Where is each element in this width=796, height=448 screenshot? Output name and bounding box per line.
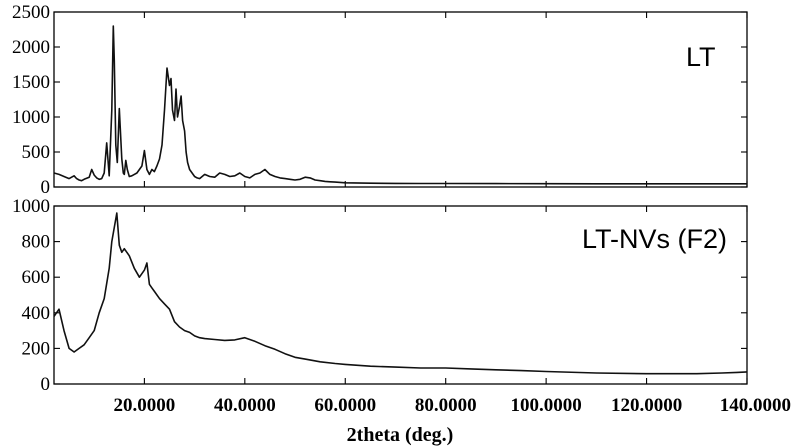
- series-lt-line: [53, 25, 747, 185]
- y-tick-label: 1000: [12, 196, 50, 217]
- panel-lt: 0 500 1000 1500 2000 2500 LT: [12, 2, 748, 198]
- y-tick-label: 500: [22, 142, 51, 163]
- y-tick-label: 400: [22, 303, 51, 324]
- x-tick-label: 140.0000: [720, 395, 791, 416]
- y-tick-label: 2000: [12, 37, 50, 58]
- panel-lt-nvs-frame: [53, 205, 748, 385]
- y-tick-label: 0: [41, 374, 51, 395]
- x-tick-label: 20.0000: [114, 395, 176, 416]
- x-axis-label: 2theta (deg.): [347, 424, 454, 446]
- series-lt-nvs-line: [53, 212, 748, 375]
- x-tick-label: 60.0000: [314, 395, 376, 416]
- panel-lt-nvs-ticks: [54, 205, 748, 385]
- panel-label-lt: LT: [686, 42, 716, 72]
- x-tick-label: 80.0000: [415, 395, 477, 416]
- y-tick-label: 2500: [12, 2, 50, 23]
- panel-lt-nvs: 0 200 400 600 800 1000 LT-NVs (F2): [12, 196, 748, 395]
- y-tick-label: 800: [22, 232, 51, 253]
- x-tick-label: 120.0000: [611, 395, 682, 416]
- y-tick-label: 600: [22, 267, 51, 288]
- panel-lt-nvs-y-tick-labels: 0 200 400 600 800 1000: [12, 196, 50, 395]
- x-tick-label: 40.0000: [214, 395, 276, 416]
- y-tick-label: 0: [41, 177, 51, 198]
- panel-label-lt-nvs: LT-NVs (F2): [582, 224, 727, 254]
- panel-lt-frame: [53, 11, 748, 188]
- x-tick-label: 100.0000: [511, 395, 582, 416]
- panel-lt-y-tick-labels: 0 500 1000 1500 2000 2500: [12, 2, 50, 198]
- y-tick-label: 1500: [12, 72, 50, 93]
- y-tick-label: 1000: [12, 107, 50, 128]
- x-tick-labels: 20.0000 40.0000 60.0000 80.0000 100.0000 120.…: [114, 395, 791, 416]
- y-tick-label: 200: [22, 338, 51, 359]
- panel-lt-ticks: [54, 11, 748, 188]
